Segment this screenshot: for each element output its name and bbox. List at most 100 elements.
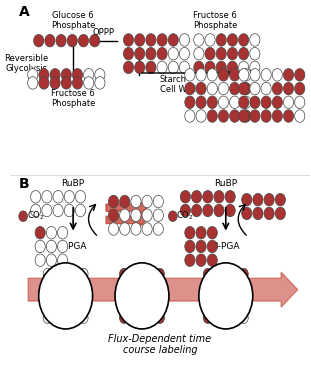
Circle shape [142,209,152,222]
Circle shape [261,68,271,81]
Circle shape [272,110,282,122]
Circle shape [241,110,251,122]
Circle shape [79,290,88,302]
Circle shape [207,254,217,266]
Circle shape [203,204,213,217]
Circle shape [46,226,57,239]
Circle shape [250,47,260,60]
Circle shape [230,110,240,122]
Circle shape [156,312,165,323]
Circle shape [230,279,239,290]
Circle shape [119,312,128,323]
Circle shape [70,302,79,312]
Text: OPPP: OPPP [92,28,114,37]
Circle shape [90,34,100,47]
Circle shape [196,82,206,95]
Circle shape [131,223,141,235]
Circle shape [52,302,61,312]
Circle shape [120,209,130,222]
Circle shape [52,268,61,279]
Circle shape [264,207,274,220]
Circle shape [239,47,249,60]
Circle shape [203,279,212,290]
Circle shape [70,290,79,302]
Circle shape [146,302,156,312]
Circle shape [45,34,55,47]
Circle shape [146,312,156,323]
Circle shape [156,268,165,279]
Circle shape [109,223,118,235]
Circle shape [295,96,305,108]
Circle shape [30,191,41,203]
Circle shape [28,68,38,81]
Circle shape [253,207,263,220]
Circle shape [131,209,141,222]
Circle shape [196,254,206,266]
Circle shape [207,240,217,253]
Circle shape [157,61,167,74]
Circle shape [250,34,260,46]
Circle shape [61,302,70,312]
Circle shape [261,96,271,108]
Circle shape [70,279,79,290]
Circle shape [137,279,146,290]
Circle shape [84,68,94,81]
Circle shape [70,268,79,279]
Circle shape [239,82,249,95]
Circle shape [295,82,305,95]
Circle shape [261,110,271,122]
Circle shape [272,68,282,81]
Circle shape [128,312,137,323]
Circle shape [61,279,70,290]
Circle shape [39,68,49,81]
Circle shape [207,82,217,95]
Circle shape [239,302,248,312]
Circle shape [241,82,251,95]
Circle shape [239,34,249,46]
Circle shape [275,194,285,206]
Circle shape [194,47,204,60]
Circle shape [275,207,285,220]
Circle shape [227,34,238,46]
Circle shape [199,263,253,329]
Circle shape [203,191,213,203]
Circle shape [39,77,49,89]
Circle shape [261,82,271,95]
Circle shape [214,191,224,203]
Circle shape [78,34,89,47]
Circle shape [79,279,88,290]
Circle shape [212,302,221,312]
Circle shape [185,96,195,108]
Circle shape [207,96,217,108]
Circle shape [135,47,145,60]
Circle shape [239,96,249,108]
Circle shape [72,77,83,89]
Circle shape [295,68,305,81]
Circle shape [218,82,229,95]
Circle shape [153,209,163,222]
Circle shape [230,82,240,95]
Circle shape [196,240,206,253]
Circle shape [196,110,206,122]
Circle shape [34,34,44,47]
Circle shape [230,312,239,323]
Circle shape [218,96,229,108]
Text: 3-PGA: 3-PGA [59,242,87,251]
Circle shape [119,279,128,290]
Circle shape [19,211,27,222]
Circle shape [212,312,221,323]
Circle shape [119,290,128,302]
Text: CO$_2$: CO$_2$ [176,210,194,222]
Text: Fructose 6
Phosphate: Fructose 6 Phosphate [51,89,95,108]
Circle shape [58,226,68,239]
Circle shape [123,34,134,46]
Circle shape [194,61,204,74]
Circle shape [185,82,195,95]
Circle shape [242,207,252,220]
Circle shape [146,290,156,302]
Circle shape [52,290,61,302]
Circle shape [250,61,260,74]
Circle shape [180,204,190,217]
Text: B: B [19,177,30,191]
Circle shape [283,96,294,108]
